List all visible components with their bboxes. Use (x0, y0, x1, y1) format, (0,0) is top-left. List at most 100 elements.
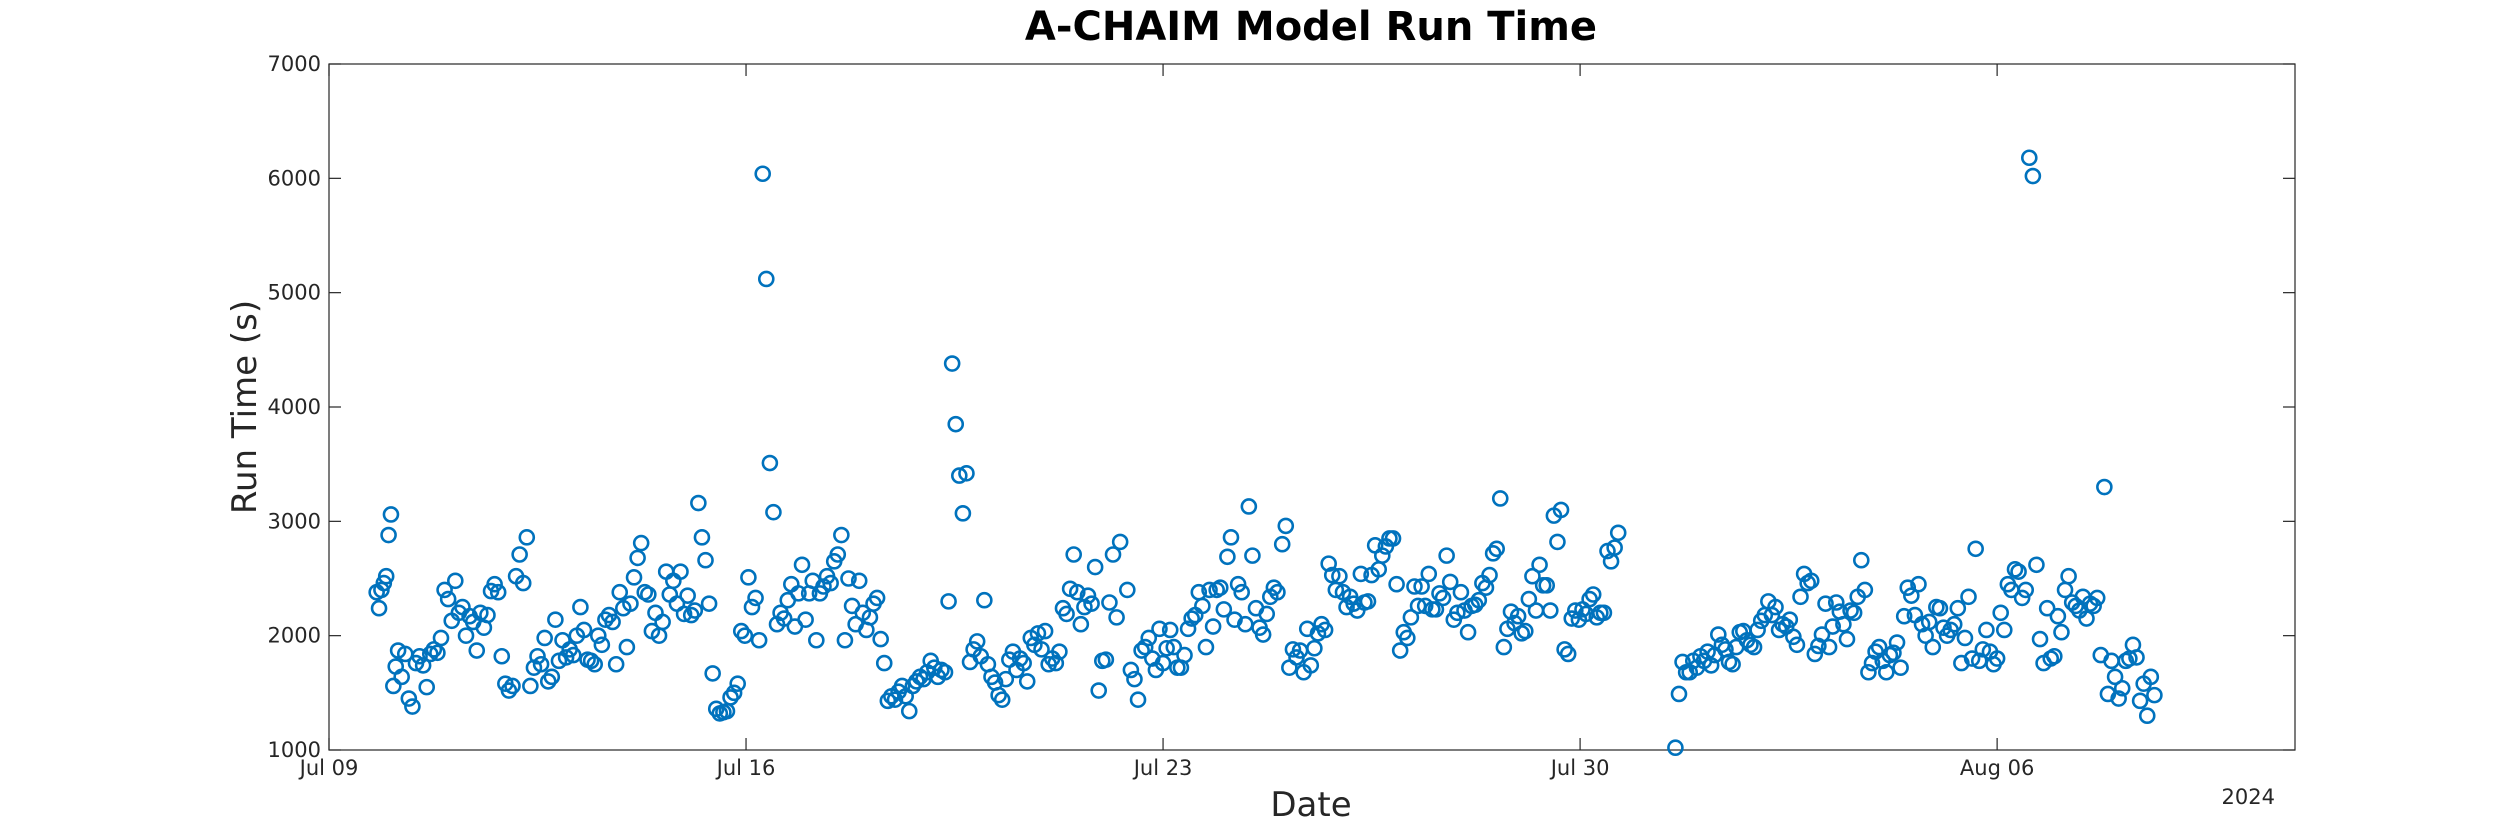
data-point (1527, 602, 1545, 619)
data-point (761, 454, 779, 472)
data-point (1047, 654, 1065, 672)
data-point (954, 505, 972, 522)
data-point (1956, 629, 1974, 647)
data-point (900, 702, 918, 720)
data-point (2131, 692, 2149, 710)
data-point (472, 604, 489, 622)
data-point (1323, 566, 1341, 584)
data-point (1802, 572, 1820, 590)
data-point (640, 586, 657, 603)
data-point (1978, 621, 1995, 639)
data-point (850, 572, 868, 590)
data-point (1995, 621, 2013, 639)
data-point (1913, 615, 1931, 633)
data-point (783, 575, 800, 593)
data-point (661, 586, 679, 603)
data-point (586, 655, 604, 673)
data-point (414, 657, 432, 674)
data-points (368, 149, 2163, 757)
data-point (489, 583, 507, 601)
data-point (1320, 555, 1337, 572)
data-point (1584, 586, 1602, 603)
data-point (943, 355, 961, 372)
data-point (1133, 642, 1150, 659)
data-point (1824, 618, 1841, 635)
data-point (1186, 606, 1204, 624)
data-point (1667, 739, 1684, 757)
data-point (429, 644, 446, 662)
data-point (1427, 601, 1445, 618)
data-point (1111, 533, 1129, 551)
data-point (1129, 691, 1147, 708)
data-point (1606, 539, 1623, 556)
data-point (1388, 575, 1405, 593)
data-point (1072, 615, 1090, 633)
data-point (547, 611, 564, 628)
data-point (1767, 598, 1784, 616)
data-point (1273, 535, 1291, 553)
data-point (2085, 597, 2102, 615)
data-point (1201, 581, 1218, 599)
axis-ticks (328, 63, 2295, 751)
data-point (514, 574, 532, 592)
data-point (893, 677, 911, 695)
data-point (493, 647, 511, 665)
data-point (1899, 579, 1917, 596)
data-point (679, 587, 696, 604)
data-point (1254, 626, 1272, 643)
data-point (2128, 649, 2145, 666)
data-point (1845, 604, 1863, 622)
data-point (1449, 604, 1466, 622)
y-tick-label: 2000 (268, 624, 321, 648)
data-point (940, 593, 957, 610)
data-point (607, 655, 625, 673)
data-point (1888, 634, 1906, 651)
data-point (393, 668, 410, 686)
data-point (1154, 654, 1172, 672)
x-tick-label: Jul 23 (1132, 756, 1193, 780)
data-point (1359, 593, 1377, 610)
data-point (1878, 663, 1895, 681)
data-point (1331, 567, 1348, 585)
data-point (457, 627, 475, 644)
data-point (2088, 589, 2106, 607)
data-point (1856, 581, 1874, 599)
data-point (697, 551, 714, 569)
data-point (572, 598, 589, 616)
data-point (1183, 610, 1200, 627)
data-point (1306, 639, 1323, 657)
data-point (729, 675, 746, 692)
data-point (400, 690, 418, 707)
data-point (775, 610, 793, 627)
data-point (1284, 641, 1302, 658)
data-point (504, 677, 521, 695)
data-point (1151, 620, 1168, 638)
data-point (589, 627, 607, 644)
data-point (1488, 540, 1505, 558)
data-point (1101, 594, 1118, 611)
data-point (1763, 606, 1781, 624)
data-point (1495, 638, 1513, 656)
data-point (2053, 623, 2070, 641)
data-point (1710, 626, 1727, 643)
data-point (1702, 657, 1720, 674)
data-point (1563, 610, 1581, 627)
year-label: 2024 (2222, 785, 2275, 809)
data-point (1835, 615, 1852, 633)
data-point (1302, 657, 1320, 674)
data-point (511, 546, 528, 563)
data-point (968, 633, 986, 650)
data-point (1406, 578, 1423, 595)
data-point (1892, 659, 1909, 676)
data-point (1438, 547, 1455, 564)
data-point (1820, 638, 1838, 656)
data-point (2138, 707, 2156, 725)
data-point (872, 630, 889, 648)
data-point (2017, 581, 2035, 599)
data-point (1516, 622, 1534, 640)
data-point (740, 569, 757, 586)
data-point (468, 642, 486, 659)
data-point (1384, 530, 1402, 547)
data-point (611, 583, 629, 601)
data-point (1015, 654, 1032, 672)
